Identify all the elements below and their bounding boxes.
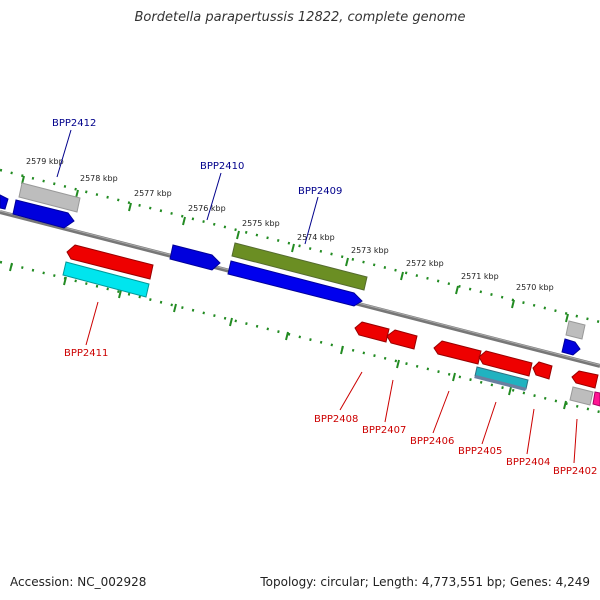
kbp-label: 2576 kbp bbox=[188, 204, 226, 213]
map-title: Bordetella parapertussis 12822, complete… bbox=[134, 10, 466, 25]
gene-label-bpp2409[interactable]: BPP2409 bbox=[298, 186, 342, 197]
gene-feature[interactable] bbox=[565, 320, 586, 340]
gene-feature[interactable] bbox=[433, 340, 482, 365]
genome-summary-text: Topology: circular; Length: 4,773,551 bp… bbox=[260, 575, 590, 589]
gene-feature[interactable] bbox=[66, 244, 154, 280]
kbp-label: 2575 kbp bbox=[242, 219, 280, 228]
forward-genes bbox=[0, 182, 586, 356]
gene-feature[interactable] bbox=[62, 261, 150, 298]
gene-feature[interactable] bbox=[0, 194, 9, 210]
gene-feature[interactable] bbox=[231, 242, 368, 291]
gene-feature[interactable] bbox=[18, 182, 81, 213]
kbp-label: 2579 kbp bbox=[26, 157, 64, 166]
lower-ruler bbox=[0, 260, 600, 414]
upper-ruler bbox=[0, 168, 600, 324]
gene-label-bpp2407[interactable]: BPP2407 bbox=[362, 425, 406, 436]
gene-feature[interactable] bbox=[571, 370, 599, 389]
gene-label-bpp2410[interactable]: BPP2410 bbox=[200, 161, 244, 172]
kbp-label: 2577 kbp bbox=[134, 189, 172, 198]
gene-label-bpp2408[interactable]: BPP2408 bbox=[314, 414, 358, 425]
accession-text: Accession: NC_002928 bbox=[10, 575, 147, 589]
kbp-label: 2573 kbp bbox=[351, 246, 389, 255]
reverse-genes bbox=[62, 244, 600, 407]
gene-feature[interactable] bbox=[474, 375, 527, 391]
gene-feature[interactable] bbox=[169, 244, 221, 271]
gene-feature[interactable] bbox=[478, 350, 533, 377]
kbp-label: 2571 kbp bbox=[461, 272, 499, 281]
kbp-label: 2578 kbp bbox=[80, 174, 118, 183]
gene-feature[interactable] bbox=[561, 338, 581, 356]
gene-feature[interactable] bbox=[532, 361, 553, 380]
gene-feature[interactable] bbox=[227, 260, 363, 307]
gene-feature[interactable] bbox=[386, 329, 418, 350]
gene-label-bpp2405[interactable]: BPP2405 bbox=[458, 446, 502, 457]
gene-feature[interactable] bbox=[12, 199, 75, 229]
gene-feature[interactable] bbox=[354, 321, 390, 343]
gene-feature[interactable] bbox=[569, 386, 594, 406]
gene-feature[interactable] bbox=[592, 391, 600, 407]
gene-label-bpp2404[interactable]: BPP2404 bbox=[506, 457, 550, 468]
gene-label-bpp2406[interactable]: BPP2406 bbox=[410, 436, 454, 447]
kbp-label: 2574 kbp bbox=[297, 233, 335, 242]
kbp-label: 2570 kbp bbox=[516, 283, 554, 292]
gene-label-bpp2402[interactable]: BPP2402 bbox=[553, 466, 597, 477]
gene-label-bpp2411[interactable]: BPP2411 bbox=[64, 348, 108, 359]
gene-label-bpp2412[interactable]: BPP2412 bbox=[52, 118, 96, 129]
kbp-label: 2572 kbp bbox=[406, 259, 444, 268]
